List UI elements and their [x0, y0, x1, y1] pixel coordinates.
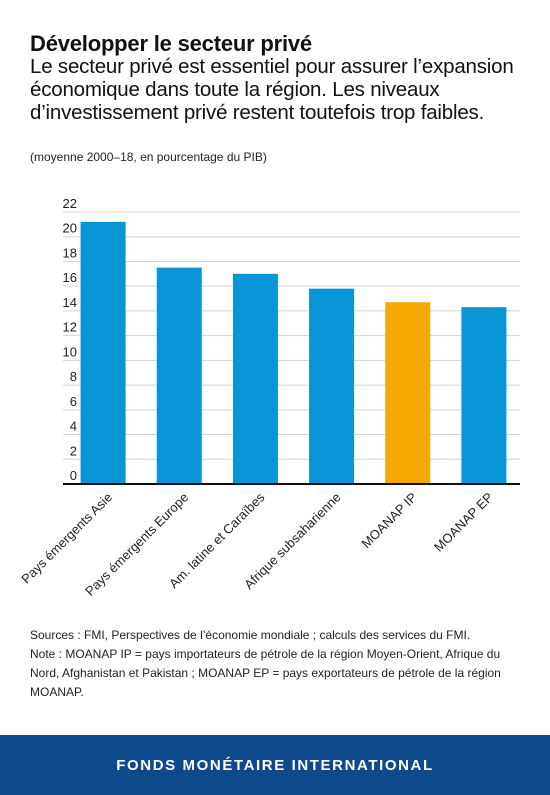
x-tick-label: MOANAP EP — [431, 490, 496, 555]
y-tick-label: 18 — [63, 245, 77, 260]
bar — [156, 267, 202, 484]
bar — [385, 302, 431, 484]
sources-text: Sources : FMI, Perspectives de l’économi… — [30, 628, 471, 642]
footer-label: FONDS MONÉTAIRE INTERNATIONAL — [116, 756, 434, 774]
y-tick-label: 20 — [63, 221, 77, 236]
y-tick-label: 8 — [70, 369, 77, 384]
note-text: Note : MOANAP IP = pays importateurs de … — [30, 647, 501, 699]
x-tick-label: MOANAP IP — [358, 490, 420, 552]
y-tick-label: 6 — [70, 394, 77, 409]
y-tick-label: 12 — [63, 320, 77, 335]
chart-title: Développer le secteur privé — [30, 31, 312, 56]
bar — [461, 307, 507, 484]
y-tick-label: 14 — [63, 295, 77, 310]
y-tick-label: 16 — [63, 270, 77, 285]
chart-subtitle: Le secteur privé est essentiel pour assu… — [30, 55, 514, 124]
bar — [232, 273, 278, 484]
footnotes: Sources : FMI, Perspectives de l’économi… — [30, 626, 510, 702]
bar — [80, 221, 126, 484]
units-note: (moyenne 2000–18, en pourcentage du PIB) — [30, 150, 267, 164]
y-tick-label: 2 — [70, 443, 77, 458]
y-tick-label: 10 — [63, 344, 77, 359]
footer-banner: FONDS MONÉTAIRE INTERNATIONAL — [0, 735, 550, 795]
bar — [309, 288, 355, 484]
y-tick-label: 4 — [70, 419, 77, 434]
y-tick-label: 22 — [63, 196, 77, 211]
y-tick-label: 0 — [70, 468, 77, 483]
